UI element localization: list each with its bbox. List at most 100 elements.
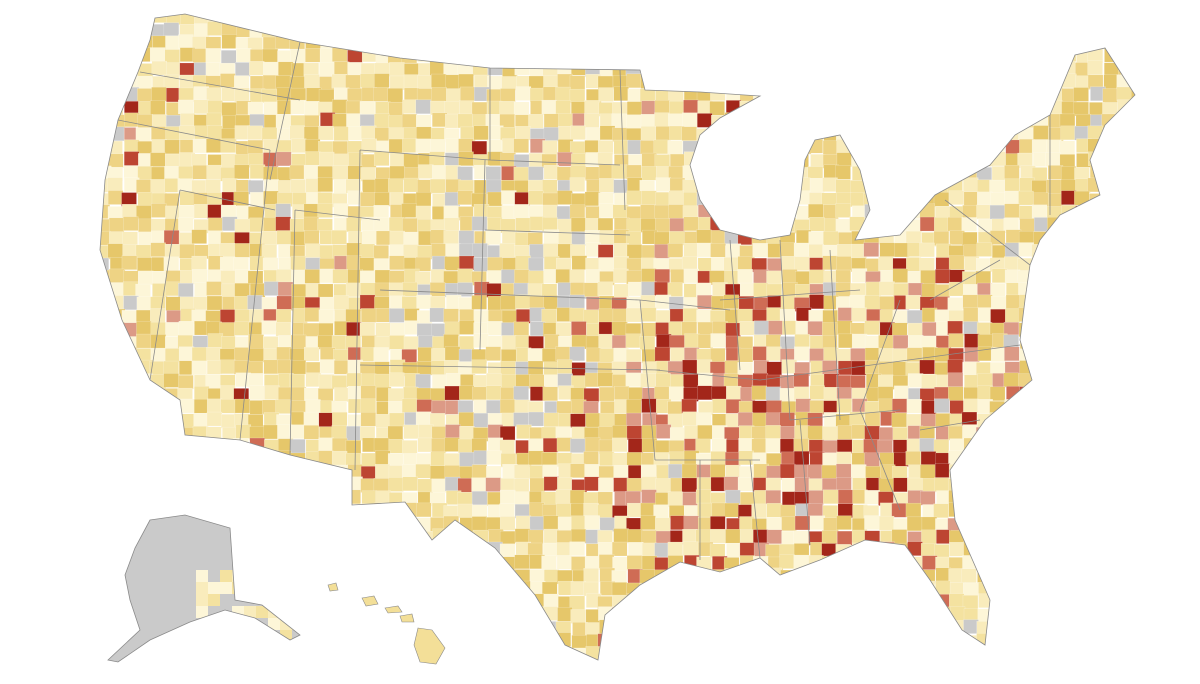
- county: [710, 595, 726, 610]
- county: [135, 127, 152, 142]
- county: [976, 541, 992, 557]
- county: [851, 555, 867, 570]
- county: [387, 568, 403, 583]
- county: [641, 476, 657, 491]
- county: [374, 73, 390, 88]
- county: [739, 75, 756, 91]
- county: [375, 101, 391, 116]
- county: [429, 151, 445, 166]
- county: [642, 49, 658, 64]
- county: [191, 360, 207, 376]
- county: [359, 620, 375, 635]
- county: [164, 139, 180, 155]
- county: [334, 34, 350, 50]
- county: [1017, 87, 1033, 102]
- county: [164, 244, 181, 259]
- county: [654, 386, 670, 401]
- county: [879, 114, 895, 130]
- county: [710, 528, 726, 544]
- county: [499, 49, 516, 65]
- borough: [244, 570, 257, 583]
- county: [165, 439, 181, 454]
- county: [1031, 204, 1048, 219]
- county: [1131, 126, 1135, 141]
- county: [863, 139, 879, 154]
- county: [626, 22, 642, 38]
- county: [1089, 309, 1105, 324]
- county: [766, 635, 782, 650]
- county: [138, 661, 153, 675]
- county: [180, 476, 196, 492]
- county: [543, 35, 559, 50]
- county: [389, 412, 405, 428]
- county: [977, 451, 994, 466]
- county: [206, 164, 222, 180]
- county: [445, 607, 461, 622]
- county: [597, 217, 614, 233]
- county: [205, 48, 221, 63]
- county: [796, 128, 812, 143]
- county: [921, 113, 938, 128]
- county: [513, 478, 530, 493]
- county: [628, 619, 644, 634]
- county: [264, 633, 280, 649]
- county: [499, 243, 515, 258]
- county: [361, 582, 377, 597]
- county: [401, 542, 417, 558]
- county: [100, 464, 110, 479]
- county: [977, 608, 993, 623]
- county: [248, 477, 265, 493]
- county: [318, 412, 335, 427]
- county: [919, 595, 936, 610]
- county: [583, 568, 599, 583]
- county: [598, 426, 614, 441]
- county: [626, 593, 642, 608]
- county: [221, 438, 237, 454]
- county: [682, 112, 698, 127]
- county: [782, 595, 798, 611]
- county: [445, 74, 461, 89]
- county: [1017, 555, 1034, 570]
- county: [541, 308, 557, 324]
- county: [920, 101, 937, 116]
- county: [641, 438, 658, 453]
- county: [193, 99, 209, 114]
- county: [808, 582, 824, 598]
- county: [877, 634, 893, 649]
- county: [1129, 412, 1135, 427]
- county: [892, 427, 908, 442]
- county: [1017, 50, 1034, 65]
- county: [613, 243, 629, 258]
- county: [667, 140, 683, 155]
- county: [948, 620, 965, 635]
- county: [194, 438, 210, 453]
- county: [948, 386, 964, 401]
- borough: [136, 630, 149, 643]
- borough: [112, 666, 125, 679]
- county: [275, 489, 291, 504]
- county: [808, 439, 825, 455]
- county: [878, 607, 895, 623]
- county: [165, 153, 181, 169]
- borough: [112, 522, 125, 535]
- county: [234, 581, 251, 596]
- county: [614, 621, 630, 636]
- county: [724, 622, 740, 637]
- county: [473, 125, 489, 141]
- county: [460, 86, 476, 102]
- county: [165, 126, 181, 141]
- county: [317, 659, 334, 660]
- county: [865, 661, 880, 675]
- county: [1117, 568, 1133, 583]
- county: [864, 515, 880, 530]
- county: [513, 14, 529, 26]
- county: [585, 166, 601, 181]
- borough: [268, 522, 281, 535]
- county: [640, 502, 656, 518]
- county: [710, 348, 726, 363]
- county: [725, 178, 742, 193]
- county: [807, 412, 823, 428]
- county: [332, 113, 348, 128]
- county: [851, 113, 867, 128]
- county: [1004, 14, 1020, 26]
